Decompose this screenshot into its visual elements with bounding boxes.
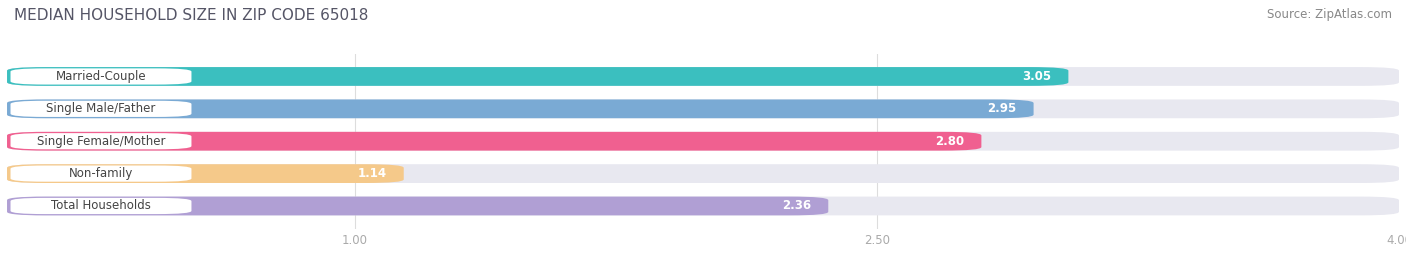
Text: Married-Couple: Married-Couple [56, 70, 146, 83]
FancyBboxPatch shape [7, 164, 1399, 183]
FancyBboxPatch shape [10, 101, 191, 117]
Text: 2.95: 2.95 [987, 102, 1017, 115]
FancyBboxPatch shape [7, 67, 1399, 86]
Text: Single Male/Father: Single Male/Father [46, 102, 156, 115]
Text: 1.14: 1.14 [357, 167, 387, 180]
FancyBboxPatch shape [7, 132, 981, 151]
FancyBboxPatch shape [10, 198, 191, 214]
FancyBboxPatch shape [7, 67, 1069, 86]
Text: 2.36: 2.36 [782, 200, 811, 213]
Text: 2.80: 2.80 [935, 135, 965, 148]
FancyBboxPatch shape [7, 164, 404, 183]
Text: Single Female/Mother: Single Female/Mother [37, 135, 166, 148]
FancyBboxPatch shape [10, 68, 191, 84]
FancyBboxPatch shape [7, 100, 1399, 118]
Text: Total Households: Total Households [51, 200, 150, 213]
FancyBboxPatch shape [10, 165, 191, 182]
Text: 3.05: 3.05 [1022, 70, 1050, 83]
FancyBboxPatch shape [7, 100, 1033, 118]
FancyBboxPatch shape [7, 197, 1399, 215]
FancyBboxPatch shape [10, 133, 191, 149]
Text: MEDIAN HOUSEHOLD SIZE IN ZIP CODE 65018: MEDIAN HOUSEHOLD SIZE IN ZIP CODE 65018 [14, 8, 368, 23]
FancyBboxPatch shape [7, 197, 828, 215]
FancyBboxPatch shape [7, 132, 1399, 151]
Text: Non-family: Non-family [69, 167, 134, 180]
Text: Source: ZipAtlas.com: Source: ZipAtlas.com [1267, 8, 1392, 21]
